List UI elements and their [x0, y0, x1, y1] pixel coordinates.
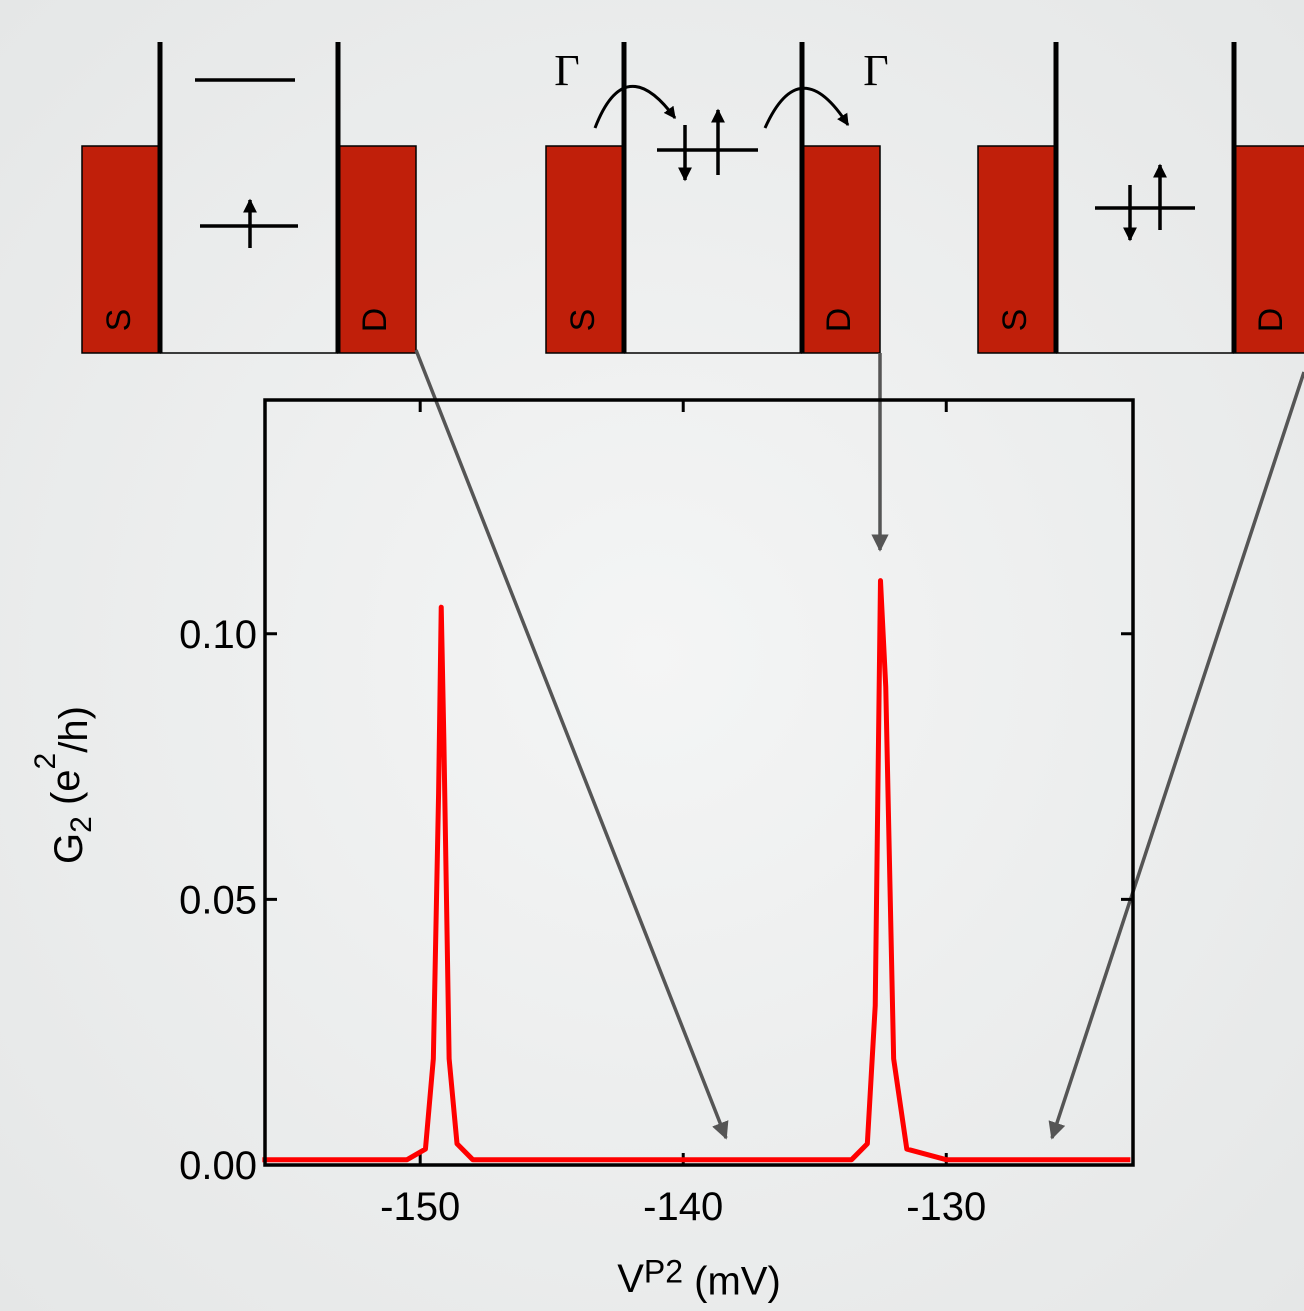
diagrams: S D S D S D Γ Γ — [81, 42, 1304, 1140]
y-label-part: G — [47, 833, 91, 864]
x-tick-label: -150 — [380, 1185, 460, 1229]
gamma-label: Γ — [863, 46, 888, 95]
source-label: S — [996, 309, 1034, 332]
y-label-part: /h) — [52, 706, 96, 753]
y-tick-label: 0.05 — [179, 878, 257, 922]
y-tick-label: 0.00 — [179, 1144, 257, 1188]
gamma-label: Γ — [554, 46, 579, 95]
x-axis-label: VP2 (mV) — [617, 1253, 781, 1303]
x-label-part: P2 — [644, 1253, 683, 1289]
drain-label: D — [820, 308, 858, 333]
x-label-part: V — [617, 1257, 644, 1301]
plot-frame — [263, 398, 1135, 1167]
y-label-part: (e — [44, 769, 88, 816]
y-label-part: 2 — [29, 753, 62, 770]
x-tick-label: -130 — [906, 1185, 986, 1229]
x-tick-label: -140 — [643, 1185, 723, 1229]
y-label-part: 2 — [65, 816, 98, 833]
source-label: S — [100, 309, 138, 332]
drain-label: D — [1252, 308, 1290, 333]
drain-label: D — [356, 308, 394, 333]
data-line — [262, 578, 1131, 1163]
y-axis-label: G2 (e2/h) — [29, 706, 98, 864]
source-label: S — [564, 309, 602, 332]
x-label-part: (mV) — [683, 1259, 781, 1303]
y-tick-label: 0.10 — [179, 613, 257, 657]
